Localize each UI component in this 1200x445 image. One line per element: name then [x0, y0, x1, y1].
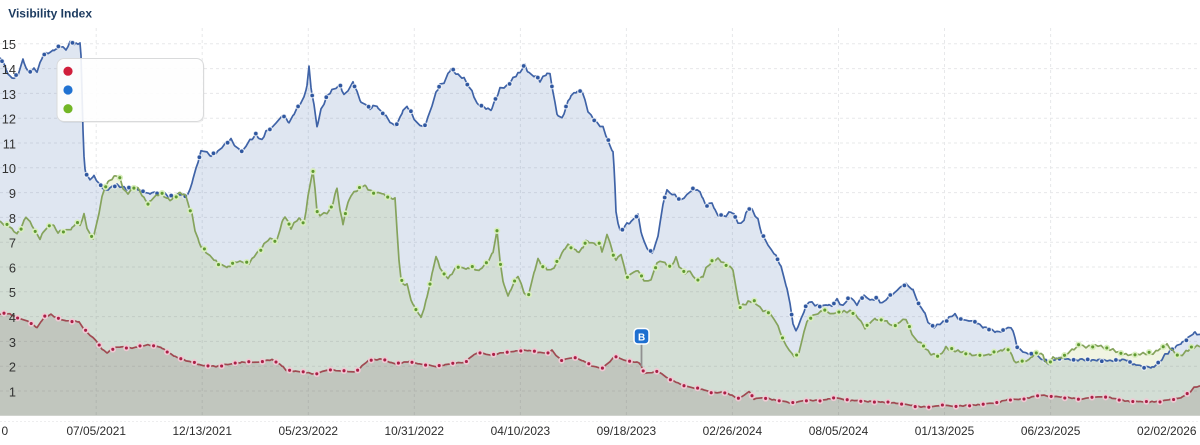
svg-text:10/31/2022: 10/31/2022	[385, 424, 445, 438]
svg-text:Visibility Index: Visibility Index	[8, 7, 92, 21]
svg-text:3: 3	[9, 335, 16, 350]
svg-text:14: 14	[2, 62, 16, 77]
svg-text:08/05/2024: 08/05/2024	[809, 424, 869, 438]
svg-text:05/23/2022: 05/23/2022	[279, 424, 339, 438]
svg-text:6: 6	[9, 260, 16, 275]
svg-text:1: 1	[9, 384, 16, 399]
svg-text:02/26/2024: 02/26/2024	[703, 424, 763, 438]
svg-text:13: 13	[2, 87, 16, 102]
svg-text:7: 7	[9, 236, 16, 251]
svg-text:07/05/2021: 07/05/2021	[66, 424, 126, 438]
svg-text:12/13/2021: 12/13/2021	[172, 424, 232, 438]
svg-text:15: 15	[2, 37, 16, 52]
svg-text:06/23/2025: 06/23/2025	[1021, 424, 1081, 438]
svg-text:8: 8	[9, 211, 16, 226]
svg-text:02/02/2026: 02/02/2026	[1137, 424, 1197, 438]
svg-text:10: 10	[2, 161, 16, 176]
svg-text:09/18/2023: 09/18/2023	[597, 424, 657, 438]
svg-text:B: B	[638, 333, 645, 344]
svg-text:2: 2	[9, 360, 16, 375]
svg-text:4: 4	[9, 310, 16, 325]
svg-text:11: 11	[3, 136, 16, 151]
svg-text:01/13/2025: 01/13/2025	[915, 424, 975, 438]
svg-text:5: 5	[9, 285, 16, 300]
svg-text:0: 0	[2, 424, 9, 438]
svg-text:9: 9	[9, 186, 16, 201]
svg-text:04/10/2023: 04/10/2023	[491, 424, 551, 438]
svg-text:12: 12	[2, 112, 16, 127]
